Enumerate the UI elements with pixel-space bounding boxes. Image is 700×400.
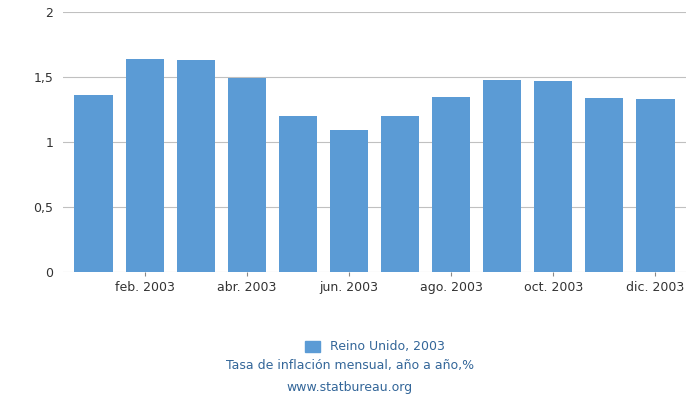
Bar [381,116,419,272]
Bar [228,78,266,272]
Bar [176,60,215,272]
Text: www.statbureau.org: www.statbureau.org [287,381,413,394]
Bar [125,59,164,272]
Bar [483,80,522,272]
Bar [636,99,675,272]
Bar [534,81,573,272]
Legend: Reino Unido, 2003: Reino Unido, 2003 [300,336,449,358]
Bar [279,116,317,272]
Bar [330,130,368,272]
Bar [585,98,624,272]
Text: Tasa de inflación mensual, año a año,%: Tasa de inflación mensual, año a año,% [226,360,474,372]
Bar [74,95,113,272]
Bar [432,96,470,272]
